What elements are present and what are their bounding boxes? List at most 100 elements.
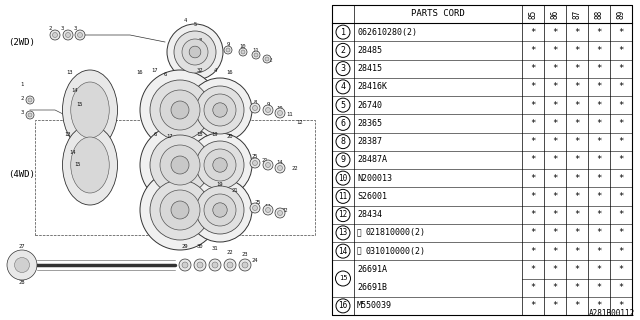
Text: *: * [552, 82, 557, 92]
Text: *: * [618, 283, 623, 292]
Circle shape [28, 113, 32, 117]
Text: 14: 14 [339, 247, 348, 256]
Circle shape [336, 62, 350, 76]
Circle shape [197, 262, 203, 268]
Circle shape [266, 207, 271, 212]
Circle shape [15, 258, 29, 273]
Text: 88: 88 [595, 9, 604, 19]
Text: 9: 9 [227, 42, 230, 46]
Circle shape [212, 158, 227, 172]
Text: *: * [574, 301, 580, 310]
Circle shape [336, 226, 350, 240]
Text: 28487A: 28487A [357, 156, 387, 164]
Circle shape [77, 33, 83, 37]
Circle shape [26, 96, 34, 104]
Text: *: * [596, 100, 602, 110]
Text: *: * [618, 64, 624, 73]
Circle shape [52, 33, 58, 37]
Text: 26691B: 26691B [357, 283, 387, 292]
Text: 5: 5 [193, 22, 196, 28]
Text: *: * [596, 265, 602, 274]
Circle shape [194, 259, 206, 271]
Text: 3: 3 [60, 26, 63, 30]
Text: *: * [574, 28, 580, 36]
Circle shape [196, 86, 244, 134]
Text: *: * [552, 228, 557, 237]
Text: *: * [531, 28, 536, 36]
Circle shape [182, 39, 208, 65]
Text: *: * [552, 28, 557, 36]
Text: *: * [574, 119, 580, 128]
Text: 1: 1 [340, 28, 346, 36]
Text: *: * [618, 210, 624, 219]
Circle shape [188, 133, 252, 197]
Text: *: * [552, 119, 557, 128]
Text: *: * [552, 192, 557, 201]
Text: *: * [618, 137, 624, 146]
Text: 27: 27 [19, 244, 25, 250]
Text: 14: 14 [72, 87, 78, 92]
Text: *: * [596, 174, 602, 183]
Text: *: * [552, 137, 557, 146]
Text: *: * [552, 156, 557, 164]
Text: 12: 12 [297, 119, 303, 124]
Circle shape [263, 160, 273, 170]
Text: 021810000(2): 021810000(2) [365, 228, 425, 237]
Text: 9: 9 [266, 101, 269, 107]
Text: *: * [531, 137, 536, 146]
Text: 17: 17 [167, 134, 173, 140]
Circle shape [336, 171, 350, 185]
Text: *: * [596, 28, 602, 36]
Text: *: * [552, 46, 557, 55]
Text: *: * [575, 283, 579, 292]
Circle shape [212, 262, 218, 268]
Circle shape [196, 186, 244, 234]
Text: 13: 13 [65, 132, 71, 138]
Circle shape [209, 259, 221, 271]
Text: *: * [618, 82, 624, 92]
Circle shape [241, 50, 245, 54]
Text: *: * [531, 265, 536, 274]
Text: 11: 11 [339, 192, 348, 201]
Text: 14: 14 [276, 161, 284, 165]
Text: 21: 21 [232, 188, 238, 193]
Circle shape [171, 101, 189, 119]
Text: 28434: 28434 [357, 210, 382, 219]
Circle shape [265, 57, 269, 61]
Text: 29: 29 [182, 244, 188, 250]
Text: *: * [531, 100, 536, 110]
Text: *: * [596, 156, 602, 164]
Text: 2: 2 [20, 95, 24, 100]
Circle shape [160, 90, 200, 130]
Text: Ⓦ: Ⓦ [357, 247, 362, 256]
Circle shape [266, 163, 271, 167]
Ellipse shape [63, 70, 118, 150]
Text: 86: 86 [550, 9, 559, 19]
Text: *: * [596, 210, 602, 219]
Text: 32: 32 [196, 68, 204, 73]
Circle shape [179, 259, 191, 271]
Text: 6: 6 [340, 119, 346, 128]
Text: *: * [618, 265, 623, 274]
Circle shape [254, 53, 258, 57]
Text: *: * [574, 174, 580, 183]
Text: 30: 30 [196, 244, 204, 250]
Text: *: * [596, 228, 602, 237]
Text: 31: 31 [212, 246, 218, 252]
Text: 19: 19 [212, 132, 218, 138]
Circle shape [336, 80, 350, 94]
Text: *: * [552, 210, 557, 219]
Text: 24: 24 [252, 258, 259, 262]
Text: *: * [552, 174, 557, 183]
Text: 22: 22 [227, 250, 233, 254]
Text: S26001: S26001 [357, 192, 387, 201]
Circle shape [252, 51, 260, 59]
Text: *: * [552, 265, 557, 274]
Circle shape [239, 48, 247, 56]
Circle shape [204, 194, 236, 226]
Text: Ⓝ: Ⓝ [357, 228, 362, 237]
Text: 85: 85 [529, 9, 538, 19]
Text: 3: 3 [20, 109, 24, 115]
Circle shape [336, 208, 350, 222]
Text: 87: 87 [573, 9, 582, 19]
